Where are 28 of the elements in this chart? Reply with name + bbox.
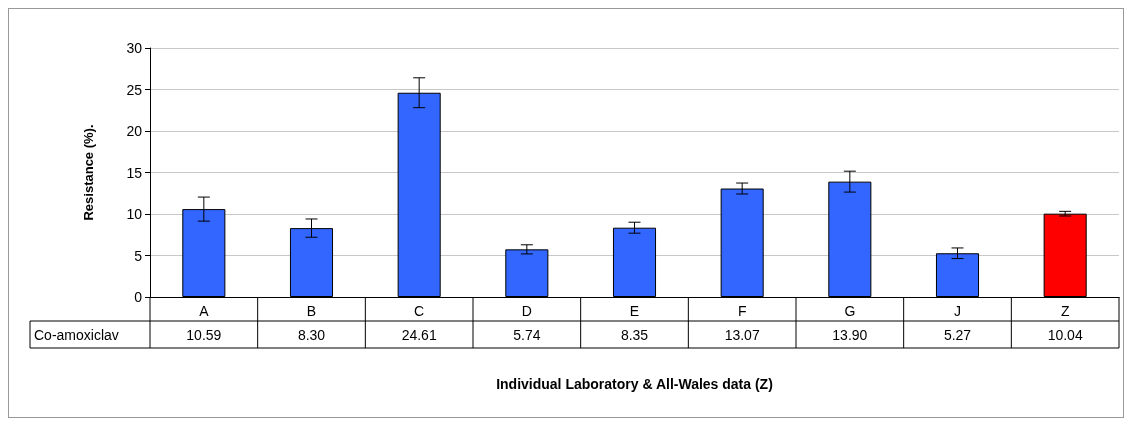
x-tick-label: J — [954, 303, 961, 319]
x-tick-label: A — [199, 303, 210, 319]
data-label: 8.30 — [297, 326, 326, 343]
x-tick-label: Z — [1060, 303, 1070, 319]
data-label: 10.04 — [1047, 326, 1083, 343]
legend-label: Co-amoxiclav — [34, 326, 119, 343]
y-tick-label: 10 — [126, 206, 143, 222]
y-tick-label: 30 — [126, 40, 143, 56]
y-tick-label: 0 — [134, 289, 143, 305]
x-tick-label: E — [629, 303, 640, 319]
x-tick-label: D — [521, 303, 532, 319]
y-tick-label: 20 — [126, 123, 143, 139]
x-tick-label: B — [306, 303, 317, 319]
data-label: 24.61 — [401, 326, 437, 343]
data-label: 10.59 — [186, 326, 222, 343]
y-tick-label: 5 — [134, 247, 143, 264]
data-label: 13.07 — [724, 326, 760, 343]
y-tick-label: 15 — [126, 164, 143, 181]
data-label: 13.90 — [832, 326, 868, 343]
x-axis-title: Individual Laboratory & All-Wales data (Z) — [496, 376, 773, 392]
y-tick-label: 25 — [126, 81, 143, 98]
data-label: 5.74 — [513, 326, 541, 343]
y-axis-title: Resistance (%). — [81, 124, 96, 221]
data-label: 8.35 — [620, 326, 649, 343]
x-tick-label: F — [737, 303, 747, 319]
x-tick-label: C — [414, 303, 425, 319]
data-label: 5.27 — [943, 326, 972, 343]
x-tick-label: G — [844, 303, 856, 319]
